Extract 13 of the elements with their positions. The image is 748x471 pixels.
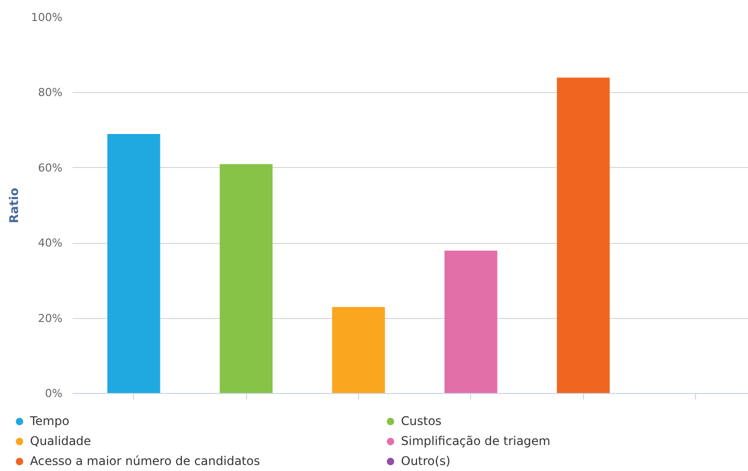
y-tick-label: 0% [45, 387, 62, 400]
y-tick-label: 100% [31, 11, 63, 24]
y-axis-title: Ratio [7, 188, 22, 224]
y-tick-label: 60% [38, 161, 63, 174]
legend-label: Tempo [30, 414, 70, 428]
legend-label: Outro(s) [401, 454, 452, 468]
y-tick-label: 20% [38, 312, 63, 325]
y-tick-label: 80% [38, 86, 63, 100]
legend-label: Acesso a maior número de candidatos [30, 454, 261, 468]
legend-label: Simplificação de triagem [401, 434, 552, 448]
legend-label: Custos [401, 414, 443, 428]
y-tick-label: 40% [38, 236, 63, 250]
legend-label: Qualidade [30, 434, 92, 448]
